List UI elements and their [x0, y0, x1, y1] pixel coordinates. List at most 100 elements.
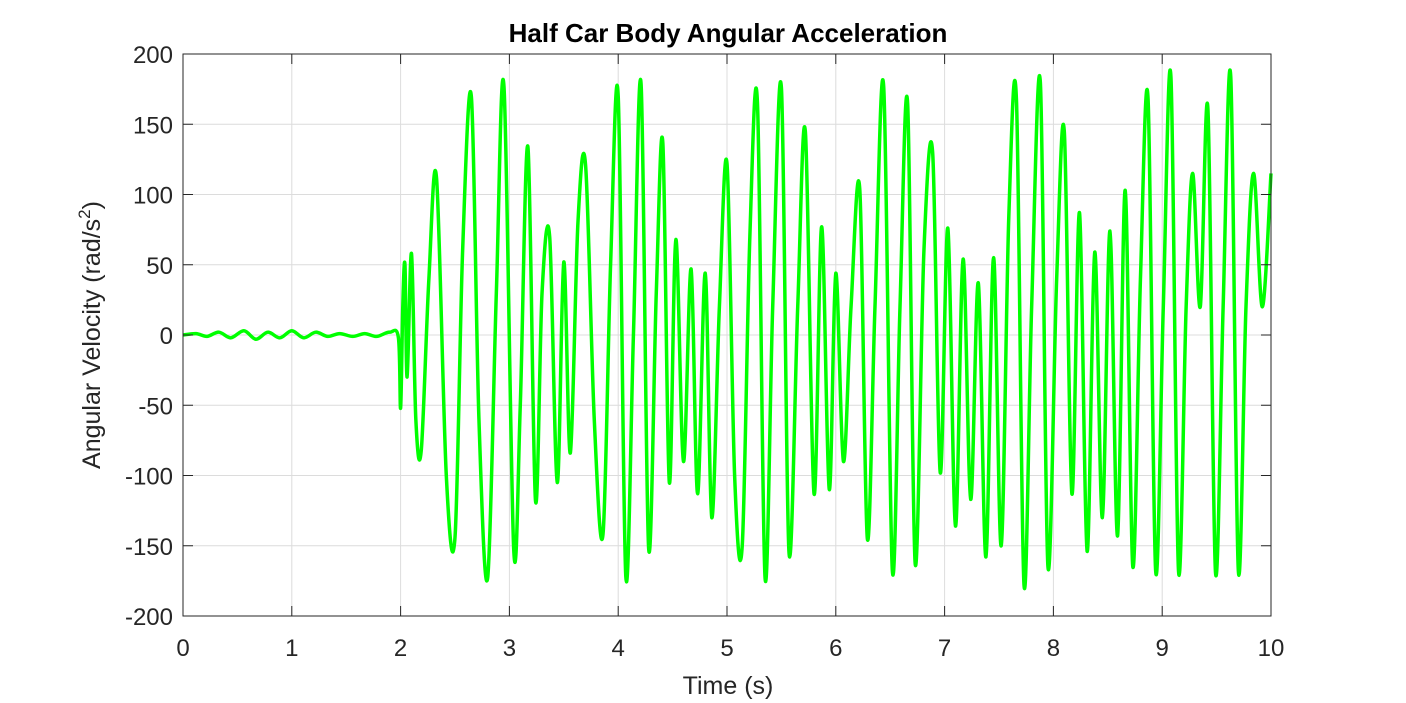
data-point [462, 250, 464, 252]
y-tick-label: 200 [133, 42, 173, 69]
data-point [1162, 306, 1164, 308]
series-layer [182, 68, 1273, 591]
data-point [883, 85, 885, 87]
x-tick-label: 5 [720, 635, 733, 662]
y-tick-label: 0 [160, 323, 173, 350]
x-tick-label: 8 [1047, 635, 1060, 662]
data-point [577, 222, 579, 224]
data-point [741, 545, 743, 547]
data-point [697, 493, 699, 495]
y-tick-label: 100 [133, 183, 173, 210]
data-point [1237, 570, 1239, 572]
data-point [625, 576, 627, 578]
data-point [364, 333, 366, 335]
data-point [397, 337, 399, 339]
data-point [563, 261, 565, 263]
data-point [1207, 108, 1209, 110]
data-point [1079, 212, 1081, 214]
y-tick-label: -100 [125, 464, 173, 491]
data-point [1192, 172, 1194, 174]
data-point [1170, 75, 1172, 77]
data-point [569, 452, 571, 454]
data-point [1109, 230, 1111, 232]
data-point [1215, 571, 1217, 573]
data-point [977, 282, 979, 284]
x-tick-label: 7 [938, 635, 951, 662]
data-point [835, 272, 837, 274]
data-point [797, 306, 799, 308]
data-point [932, 151, 934, 153]
data-point [1047, 566, 1049, 568]
data-point [939, 472, 941, 474]
data-point [303, 337, 305, 339]
data-point [406, 376, 408, 378]
data-point [389, 331, 391, 333]
data-point [315, 331, 317, 333]
data-point [749, 236, 751, 238]
data-point [428, 278, 430, 280]
data-point [1124, 189, 1126, 191]
data-point [907, 102, 909, 104]
data-point [1056, 278, 1058, 280]
x-tick-label: 10 [1258, 635, 1285, 662]
data-point [668, 482, 670, 484]
data-point [503, 85, 505, 87]
data-point [914, 563, 916, 565]
data-point [602, 534, 604, 536]
data-point [410, 253, 412, 255]
data-point [813, 493, 815, 495]
data-point [962, 258, 964, 260]
data-point [454, 536, 456, 538]
data-point [1031, 306, 1033, 308]
data-point [527, 146, 529, 148]
data-point [1101, 517, 1103, 519]
data-point [218, 331, 220, 333]
data-point [682, 460, 684, 462]
data-point [993, 257, 995, 259]
data-point [1178, 570, 1180, 572]
data-point [1086, 550, 1088, 552]
x-tick-label: 0 [176, 635, 189, 662]
data-point [891, 570, 893, 572]
data-point [1222, 306, 1224, 308]
chart-title: Half Car Body Angular Acceleration [509, 18, 948, 48]
x-tick-label: 1 [285, 635, 298, 662]
data-point [470, 95, 472, 97]
data-point [1094, 251, 1096, 253]
x-tick-label: 6 [829, 635, 842, 662]
data-point [487, 577, 489, 579]
data-point [804, 130, 806, 132]
data-point [648, 548, 650, 550]
data-point [1015, 98, 1017, 100]
y-tick-label: -150 [125, 534, 173, 561]
data-point [1000, 545, 1002, 547]
data-point [549, 236, 551, 238]
data-point [734, 475, 736, 476]
data-point [711, 517, 713, 519]
axis-ticks: 0 1 2 3 4 5 6 7 8 9 10 200 150 100 50 0 -50 -100 -150 -200 [125, 42, 1284, 662]
data-point [585, 164, 587, 166]
data-point [1071, 493, 1073, 495]
data-point [821, 226, 823, 228]
data-point [352, 335, 354, 337]
y-tick-label: -50 [138, 393, 173, 420]
data-point [850, 306, 852, 308]
data-point [1132, 566, 1134, 568]
data-point [1245, 306, 1247, 308]
data-point [593, 418, 595, 420]
data-point [788, 552, 790, 554]
y-tick-label: -200 [125, 604, 173, 631]
data-point [415, 418, 417, 420]
data-point [828, 489, 830, 491]
data-point [874, 306, 876, 308]
data-point [556, 482, 558, 484]
data-point [519, 404, 521, 406]
data-point [267, 331, 269, 333]
data-point [690, 268, 692, 270]
data-point [1147, 98, 1149, 100]
x-tick-label: 4 [612, 635, 625, 662]
data-point [899, 306, 901, 308]
y-tick-label: 50 [146, 253, 173, 280]
data-point [1023, 584, 1025, 586]
data-point [632, 334, 634, 336]
